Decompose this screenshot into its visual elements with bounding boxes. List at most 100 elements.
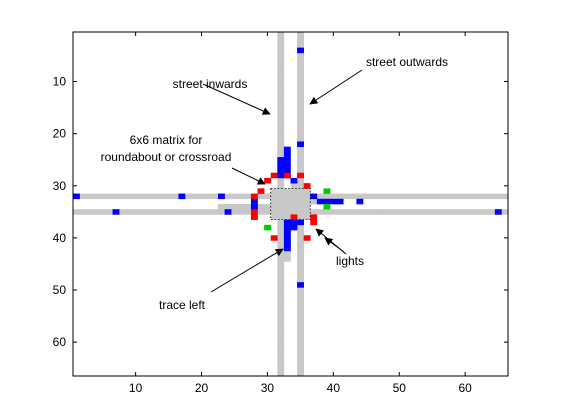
street-cell — [277, 183, 285, 189]
green-light-cell — [323, 188, 331, 194]
car-cell — [290, 219, 298, 226]
street-cell — [389, 209, 397, 215]
street-cell — [475, 193, 482, 200]
car-cell — [277, 172, 285, 179]
street-cell — [277, 63, 285, 69]
street-cell — [415, 193, 423, 200]
street-cell — [171, 193, 179, 200]
street-cell — [356, 193, 364, 200]
street-cell — [501, 209, 509, 215]
street-cell — [468, 193, 476, 200]
street-cell — [323, 193, 331, 200]
y-tick-label: 50 — [53, 283, 67, 297]
street-cell — [231, 204, 239, 210]
annotation-arrow — [210, 248, 284, 293]
intersection-cell — [297, 193, 304, 200]
street-cell — [297, 78, 304, 85]
street-cell — [395, 209, 403, 215]
street-cell — [277, 224, 285, 231]
red-light-cell — [250, 209, 258, 215]
intersection-cell — [270, 193, 278, 200]
red-light-cell — [283, 172, 291, 179]
street-cell — [363, 209, 370, 215]
street-cell — [277, 42, 285, 48]
street-cell — [369, 193, 377, 200]
street-cell — [92, 193, 100, 200]
street-cell — [402, 209, 410, 215]
street-cell — [297, 89, 304, 95]
street-cell — [277, 355, 285, 361]
street-cell — [277, 146, 285, 153]
street-cell — [73, 209, 80, 215]
street-cell — [191, 193, 199, 200]
street-cell — [369, 209, 377, 215]
street-cell — [428, 209, 436, 215]
street-cell — [409, 209, 417, 215]
street-cell — [277, 151, 285, 158]
annotation-arrow — [324, 237, 345, 253]
street-cell — [277, 104, 285, 111]
red-light-cell — [290, 214, 298, 220]
street-cell — [152, 209, 159, 215]
street-cell — [277, 58, 285, 64]
street-cell — [277, 261, 285, 267]
street-cell — [277, 271, 285, 278]
car-cell — [356, 198, 364, 205]
red-light-cell — [257, 188, 265, 194]
x-tick-label: 40 — [327, 381, 341, 395]
street-cell — [297, 32, 304, 38]
street-cell — [382, 209, 390, 215]
street-cell — [297, 125, 304, 132]
car-cell — [218, 193, 225, 200]
car-cell — [283, 230, 291, 236]
car-cell — [297, 47, 304, 54]
street-cell — [277, 334, 285, 340]
street-cell — [428, 193, 436, 200]
street-cell — [422, 193, 430, 200]
street-cell — [283, 250, 291, 257]
street-cell — [277, 297, 285, 304]
street-cell — [297, 94, 304, 101]
street-cell — [297, 230, 304, 236]
street-cell — [297, 110, 304, 116]
axes-frame — [72, 31, 509, 377]
street-cell — [415, 209, 423, 215]
street-cell — [297, 365, 304, 372]
street-cell — [297, 136, 304, 142]
street-cell — [277, 78, 285, 85]
street-cell — [152, 193, 159, 200]
car-cell — [283, 235, 291, 241]
street-cell — [277, 99, 285, 106]
street-cell — [277, 125, 285, 132]
annotation-label: street outwards — [366, 55, 448, 69]
street-cell — [244, 209, 252, 215]
car-cell — [277, 167, 285, 174]
street-cell — [277, 282, 285, 288]
street-cell — [297, 58, 304, 64]
street-cell — [455, 193, 463, 200]
street-cell — [119, 193, 127, 200]
car-cell — [310, 193, 318, 200]
street-cell — [198, 193, 206, 200]
intersection-cell — [303, 204, 311, 210]
street-cell — [297, 349, 304, 356]
street-cell — [402, 193, 410, 200]
grid-cells — [73, 32, 509, 377]
street-cell — [112, 193, 120, 200]
street-cell — [448, 193, 456, 200]
intersection-cell — [303, 209, 311, 215]
red-light-cell — [270, 235, 278, 241]
street-cell — [277, 89, 285, 95]
x-tick-label: 30 — [261, 381, 275, 395]
car-cell — [283, 224, 291, 231]
street-cell — [382, 193, 390, 200]
car-cell — [297, 141, 304, 147]
intersection-cell — [290, 198, 298, 205]
street-cell — [277, 360, 285, 366]
street-cell — [277, 245, 285, 252]
street-cell — [237, 193, 245, 200]
street-cell — [158, 209, 166, 215]
street-cell — [297, 162, 304, 168]
street-cell — [283, 256, 291, 262]
street-cell — [297, 52, 304, 59]
